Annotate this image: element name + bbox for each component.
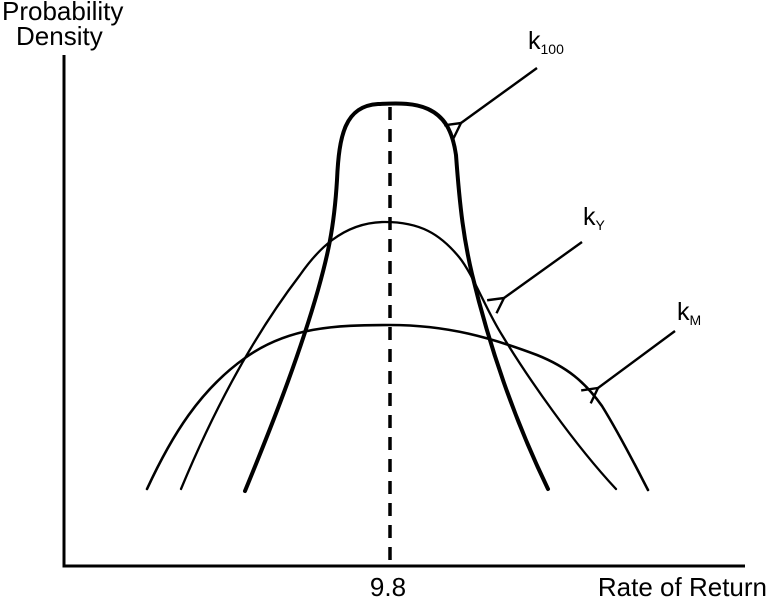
km-curve <box>145 323 650 492</box>
x-axis-label: Rate of Return <box>597 572 767 602</box>
y-axis-label-line1: Probability <box>2 0 124 26</box>
km-label: kM <box>677 298 702 328</box>
y-axis-label: Probability Density <box>2 0 123 49</box>
k100-label-main: k <box>528 27 541 55</box>
k100-label-sub: 100 <box>540 41 564 57</box>
ky-label-main: k <box>583 203 596 231</box>
k100-label: k100 <box>528 27 564 57</box>
ky-label-sub: Y <box>595 217 605 233</box>
k100-arrow <box>443 67 538 139</box>
ky-curve <box>179 220 618 491</box>
km-arrow <box>581 330 676 404</box>
km-label-main: k <box>677 298 690 326</box>
ky-label: kY <box>583 203 605 233</box>
km-label-sub: M <box>689 312 702 328</box>
k100-curve <box>243 101 550 493</box>
mean-tick-label: 9.8 <box>369 572 407 602</box>
ky-arrow <box>486 241 583 314</box>
y-axis-label-line2: Density <box>16 21 103 51</box>
